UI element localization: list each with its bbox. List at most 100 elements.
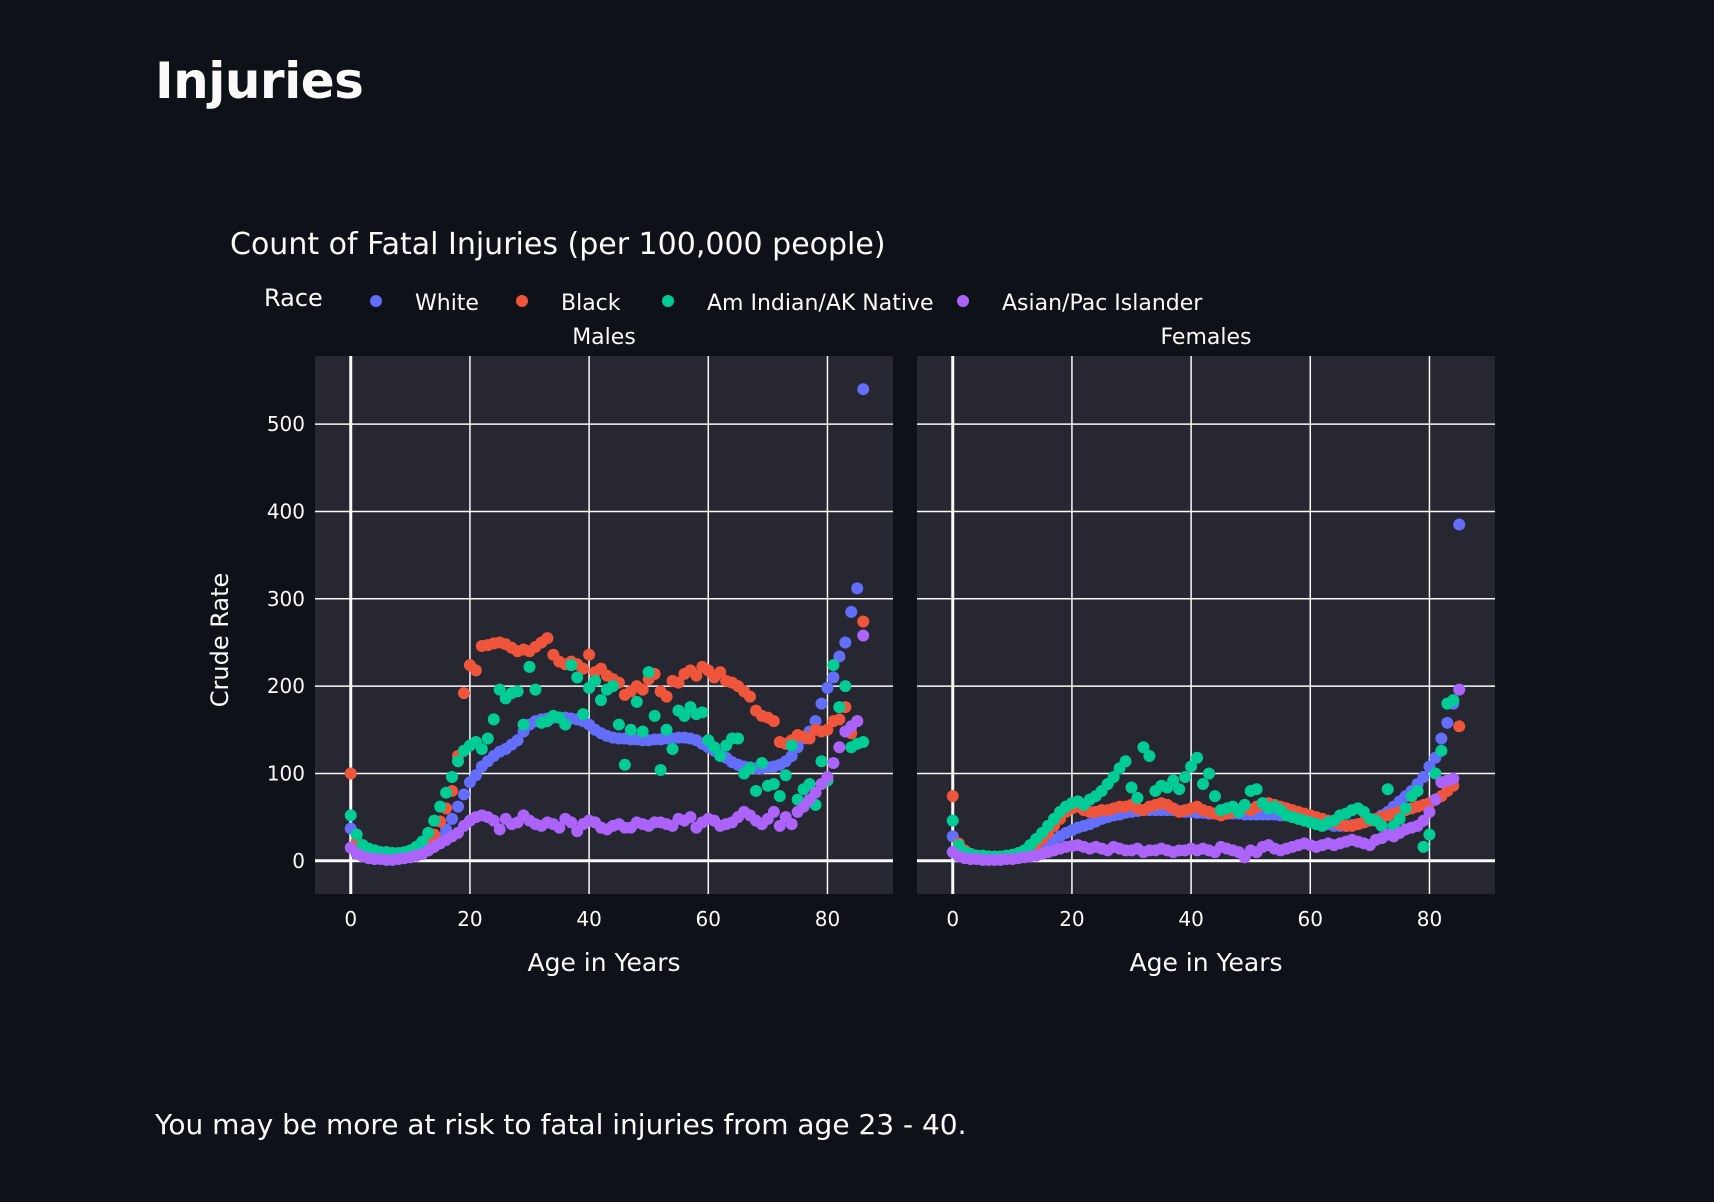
- data-point[interactable]: [517, 718, 530, 731]
- data-point[interactable]: [857, 383, 870, 396]
- data-point[interactable]: [589, 674, 602, 687]
- data-point[interactable]: [696, 706, 709, 719]
- data-point[interactable]: [767, 777, 780, 790]
- data-point[interactable]: [785, 739, 798, 752]
- data-point[interactable]: [1441, 716, 1454, 729]
- data-point[interactable]: [636, 683, 649, 696]
- data-point[interactable]: [1447, 694, 1460, 707]
- data-point[interactable]: [481, 732, 494, 745]
- data-point[interactable]: [946, 790, 959, 803]
- data-point[interactable]: [624, 723, 637, 736]
- data-point[interactable]: [344, 809, 357, 822]
- data-point[interactable]: [946, 814, 959, 827]
- data-point[interactable]: [350, 828, 363, 841]
- data-point[interactable]: [452, 755, 465, 768]
- data-point[interactable]: [487, 814, 500, 827]
- data-point[interactable]: [523, 660, 536, 673]
- data-point[interactable]: [851, 582, 864, 595]
- data-point[interactable]: [1417, 814, 1430, 827]
- data-point[interactable]: [565, 659, 578, 672]
- legend-item-asian-pac-islander[interactable]: Asian/Pac Islander: [957, 291, 1203, 316]
- data-point[interactable]: [493, 683, 506, 696]
- data-point[interactable]: [857, 615, 870, 628]
- data-point[interactable]: [440, 786, 453, 799]
- data-point[interactable]: [511, 685, 524, 698]
- data-point[interactable]: [1429, 793, 1442, 806]
- data-point[interactable]: [1131, 791, 1144, 804]
- data-point[interactable]: [785, 818, 798, 831]
- data-point[interactable]: [845, 605, 858, 618]
- data-point[interactable]: [1453, 518, 1466, 531]
- data-point[interactable]: [1399, 802, 1412, 815]
- data-point[interactable]: [1208, 790, 1221, 803]
- data-point[interactable]: [1423, 805, 1436, 818]
- data-point[interactable]: [1238, 798, 1251, 811]
- data-point[interactable]: [827, 756, 840, 769]
- data-point[interactable]: [714, 666, 727, 679]
- data-point[interactable]: [821, 681, 834, 694]
- legend-item-black[interactable]: Black: [516, 291, 621, 316]
- data-point[interactable]: [1381, 783, 1394, 796]
- data-point[interactable]: [743, 690, 756, 703]
- data-point[interactable]: [565, 816, 578, 829]
- data-point[interactable]: [755, 756, 768, 769]
- data-point[interactable]: [732, 732, 745, 745]
- data-point[interactable]: [642, 666, 655, 679]
- data-point[interactable]: [767, 805, 780, 818]
- data-point[interactable]: [475, 743, 488, 756]
- data-point[interactable]: [690, 669, 703, 682]
- data-point[interactable]: [1107, 770, 1120, 783]
- data-point[interactable]: [821, 723, 834, 736]
- data-point[interactable]: [541, 632, 554, 645]
- data-point[interactable]: [708, 741, 721, 754]
- data-point[interactable]: [648, 709, 661, 722]
- data-point[interactable]: [773, 819, 786, 832]
- data-point[interactable]: [1191, 751, 1204, 764]
- data-point[interactable]: [457, 788, 470, 801]
- data-point[interactable]: [618, 758, 631, 771]
- data-point[interactable]: [446, 770, 459, 783]
- data-point[interactable]: [1435, 744, 1448, 757]
- data-point[interactable]: [815, 697, 828, 710]
- data-point[interactable]: [833, 701, 846, 714]
- data-point[interactable]: [1119, 755, 1132, 768]
- legend-item-white[interactable]: White: [370, 291, 479, 316]
- data-point[interactable]: [1125, 781, 1138, 794]
- data-point[interactable]: [529, 683, 542, 696]
- legend-item-am-indian-ak-native[interactable]: Am Indian/AK Native: [662, 291, 934, 316]
- data-point[interactable]: [583, 648, 596, 661]
- data-point[interactable]: [511, 734, 524, 747]
- data-point[interactable]: [416, 835, 429, 848]
- data-point[interactable]: [1167, 774, 1180, 787]
- data-point[interactable]: [1250, 783, 1263, 796]
- data-point[interactable]: [469, 769, 482, 782]
- data-point[interactable]: [595, 694, 608, 707]
- data-point[interactable]: [815, 755, 828, 768]
- data-point[interactable]: [767, 715, 780, 728]
- data-point[interactable]: [1411, 784, 1424, 797]
- data-point[interactable]: [636, 725, 649, 738]
- data-point[interactable]: [446, 812, 459, 825]
- data-point[interactable]: [809, 786, 822, 799]
- data-point[interactable]: [857, 629, 870, 642]
- data-point[interactable]: [833, 650, 846, 663]
- data-point[interactable]: [1453, 720, 1466, 733]
- data-point[interactable]: [559, 718, 572, 731]
- data-point[interactable]: [1179, 770, 1192, 783]
- data-point[interactable]: [1417, 770, 1430, 783]
- data-point[interactable]: [457, 687, 470, 700]
- data-point[interactable]: [469, 664, 482, 677]
- data-point[interactable]: [714, 750, 727, 763]
- data-point[interactable]: [1185, 760, 1198, 773]
- data-point[interactable]: [803, 732, 816, 745]
- data-point[interactable]: [1137, 741, 1150, 754]
- data-point[interactable]: [660, 690, 673, 703]
- data-point[interactable]: [1197, 777, 1210, 790]
- data-point[interactable]: [1393, 812, 1406, 825]
- data-point[interactable]: [344, 767, 357, 780]
- data-point[interactable]: [821, 770, 834, 783]
- data-point[interactable]: [1435, 732, 1448, 745]
- data-point[interactable]: [577, 708, 590, 721]
- data-point[interactable]: [434, 800, 447, 813]
- data-point[interactable]: [487, 713, 500, 726]
